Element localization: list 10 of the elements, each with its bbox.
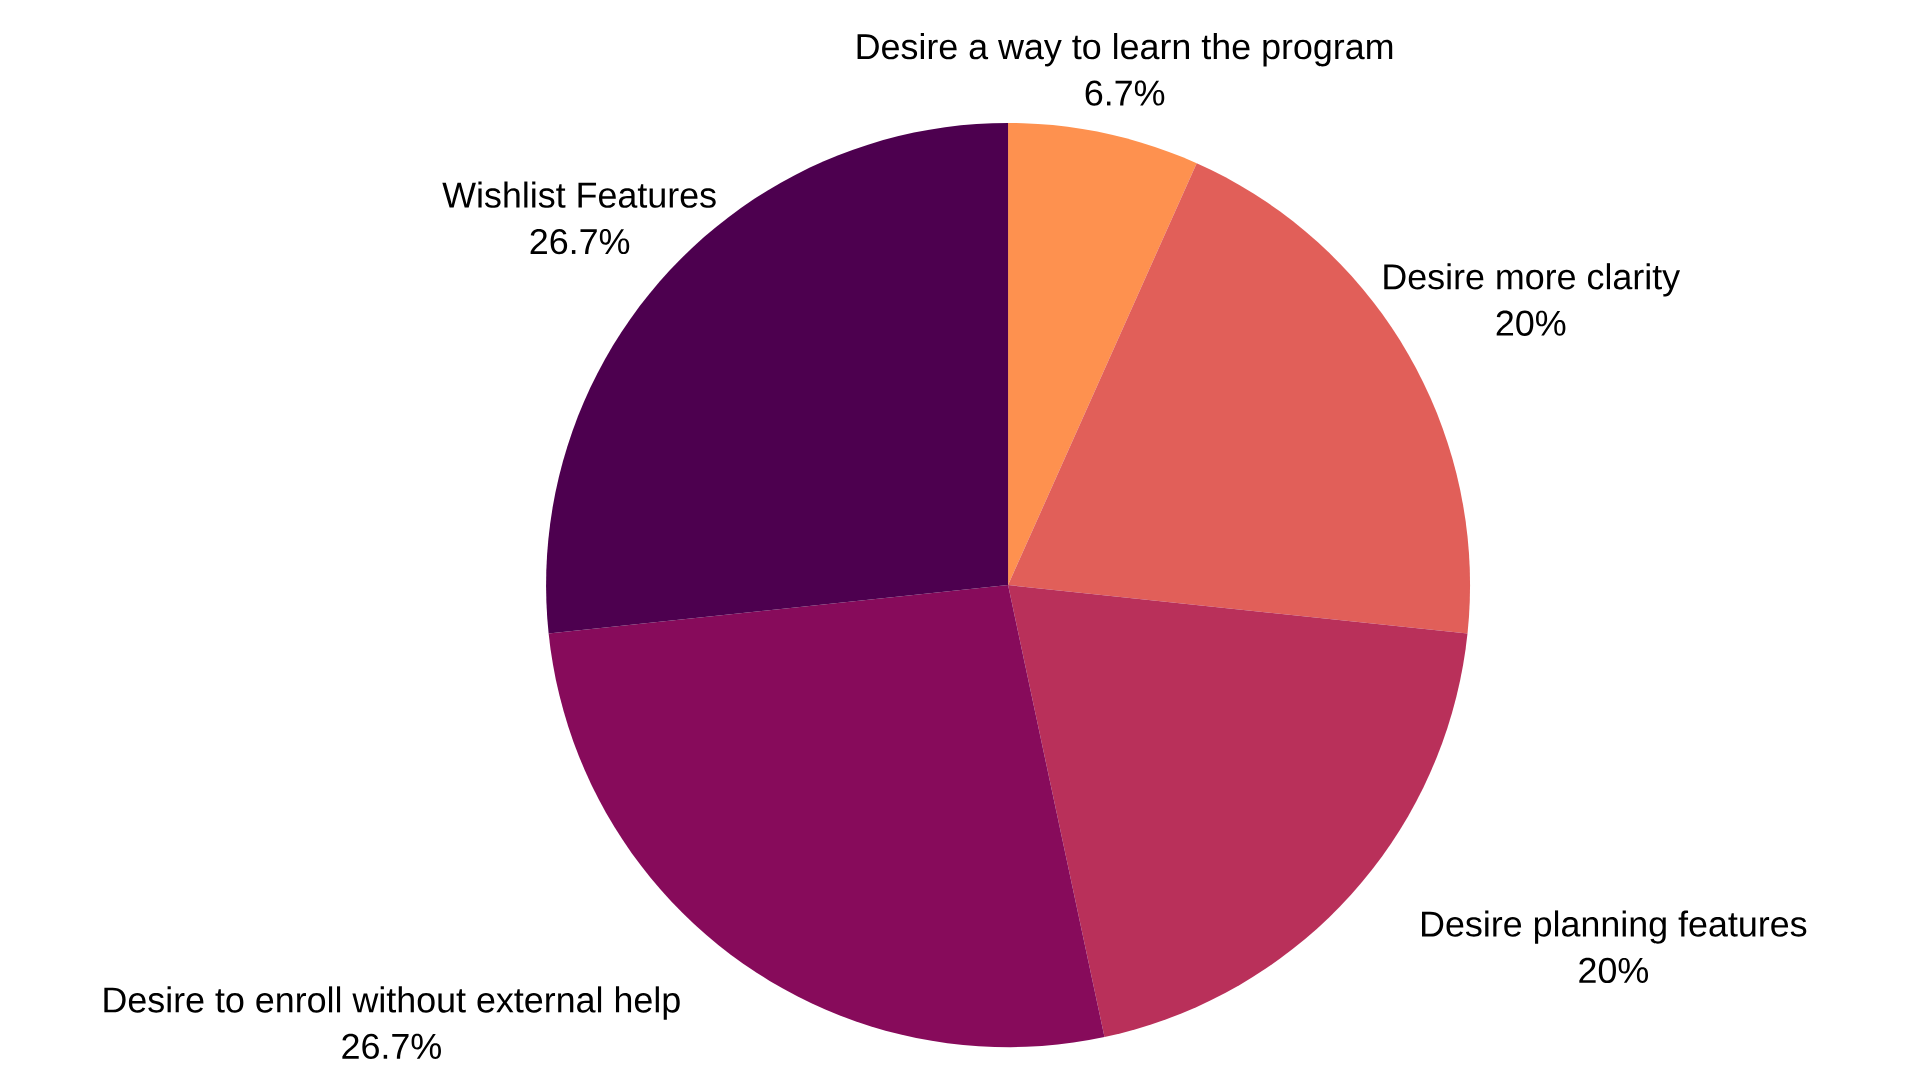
data-label: 6.7% [1085,80,1165,106]
slice-label: Desire to enroll without external help [104,986,680,1020]
slice-label: Desire planning features [1422,910,1807,944]
slice-label: Wishlist Features [442,181,716,208]
slice-label: Desire a way to learn the program [857,33,1393,67]
data-label: 20% [1579,957,1649,984]
slice-label: Desire more clarity [1384,263,1681,297]
data-label: 26.7% [342,1033,441,1060]
data-label: 20% [1496,310,1566,336]
data-label: 26.7% [530,228,630,255]
